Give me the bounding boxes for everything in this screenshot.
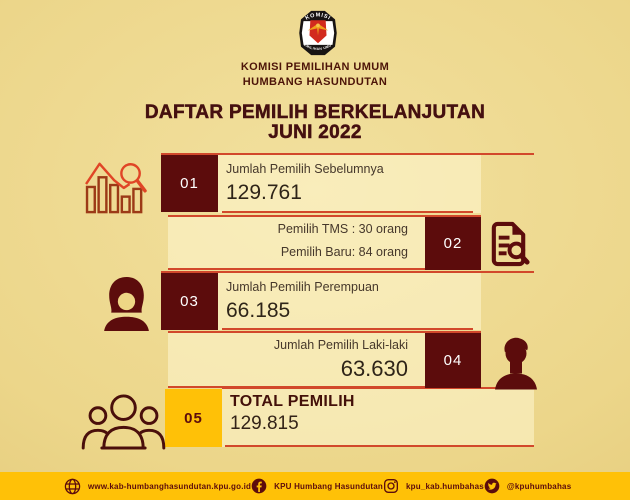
page-title: DAFTAR PEMILIH BERKELANJUTAN JUNI 2022 [0, 102, 630, 143]
man-icon [495, 337, 537, 390]
divider-line [161, 271, 534, 273]
divider-line [222, 211, 473, 213]
title-line2: JUNI 2022 [268, 122, 362, 143]
divider-line [168, 268, 481, 270]
row3-label: Jumlah Pemilih Perempuan [226, 280, 379, 294]
divider-line [225, 445, 534, 447]
row5-label: TOTAL PEMILIH [230, 393, 355, 410]
row4-value: 63.630 [340, 356, 408, 381]
footer-facebook-text: KPU Humbang Hasundutan [274, 481, 384, 491]
divider-line [168, 331, 481, 333]
row4-band [168, 333, 425, 388]
row2-line1: Pemilih TMS : 30 orang [277, 222, 408, 236]
row3-band [218, 273, 481, 330]
facebook-icon [251, 478, 267, 494]
row5-band [222, 389, 534, 447]
title-line1: DAFTAR PEMILIH BERKELANJUTAN [144, 102, 486, 123]
group-icon [81, 394, 166, 450]
row1-number-badge: 01 [161, 155, 218, 212]
row1-band [218, 155, 481, 213]
twitter-icon [484, 478, 500, 494]
row4-text: Jumlah Pemilih Laki-laki 63.630 [168, 338, 408, 382]
divider-line [161, 153, 534, 155]
kpu-logo: KOMISI PEMILIHAN UMUM [297, 10, 337, 56]
row5-value: 129.815 [230, 413, 299, 434]
document-search-icon [491, 221, 530, 267]
globe-icon [64, 478, 81, 494]
divider-line [168, 215, 481, 217]
row3-number-badge: 03 [161, 273, 218, 330]
footer-website: www.kab-humbanghasundutan.kpu.go.id [64, 478, 251, 495]
woman-icon [104, 277, 149, 331]
footer-bar: www.kab-humbanghasundutan.kpu.go.id KPU … [0, 472, 630, 500]
footer-instagram: kpu_kab.humbahas [383, 478, 484, 494]
row1-value: 129.761 [226, 181, 302, 204]
row3-text: Jumlah Pemilih Perempuan 66.185 [226, 280, 379, 324]
row1-text: Jumlah Pemilih Sebelumnya 129.761 [226, 162, 384, 206]
row2-line2: Pemilih Baru: 84 orang [280, 245, 408, 259]
divider-line [222, 328, 473, 330]
row3-value: 66.185 [226, 299, 291, 322]
row2-number-badge: 02 [425, 217, 481, 270]
footer-website-text: www.kab-humbanghasundutan.kpu.go.id [88, 481, 252, 491]
row4-number-badge: 04 [425, 333, 481, 388]
row5-number-badge: 05 [165, 389, 222, 447]
footer-facebook: KPU Humbang Hasundutan [251, 478, 383, 494]
row1-label: Jumlah Pemilih Sebelumnya [226, 162, 384, 176]
chart-search-icon [85, 162, 147, 214]
instagram-icon [384, 479, 399, 493]
row5-text: TOTAL PEMILIH 129.815 [230, 394, 355, 437]
row4-label: Jumlah Pemilih Laki-laki [273, 338, 408, 352]
divider-line [222, 387, 534, 389]
org-name-line1: KOMISI PEMILIHAN UMUM [240, 61, 390, 73]
row2-band [168, 217, 425, 270]
org-name-line2: HUMBANG HASUNDUTAN [242, 76, 388, 88]
svg-text:KOMISI: KOMISI [305, 12, 332, 21]
footer-instagram-text: kpu_kab.humbahas [406, 481, 484, 491]
footer-twitter: @kpuhumbahas [484, 478, 571, 494]
footer-twitter-text: @kpuhumbahas [506, 481, 572, 491]
logo-top-text: KOMISI [305, 12, 331, 21]
row2-text: Pemilih TMS : 30 orang Pemilih Baru: 84 … [168, 222, 408, 260]
